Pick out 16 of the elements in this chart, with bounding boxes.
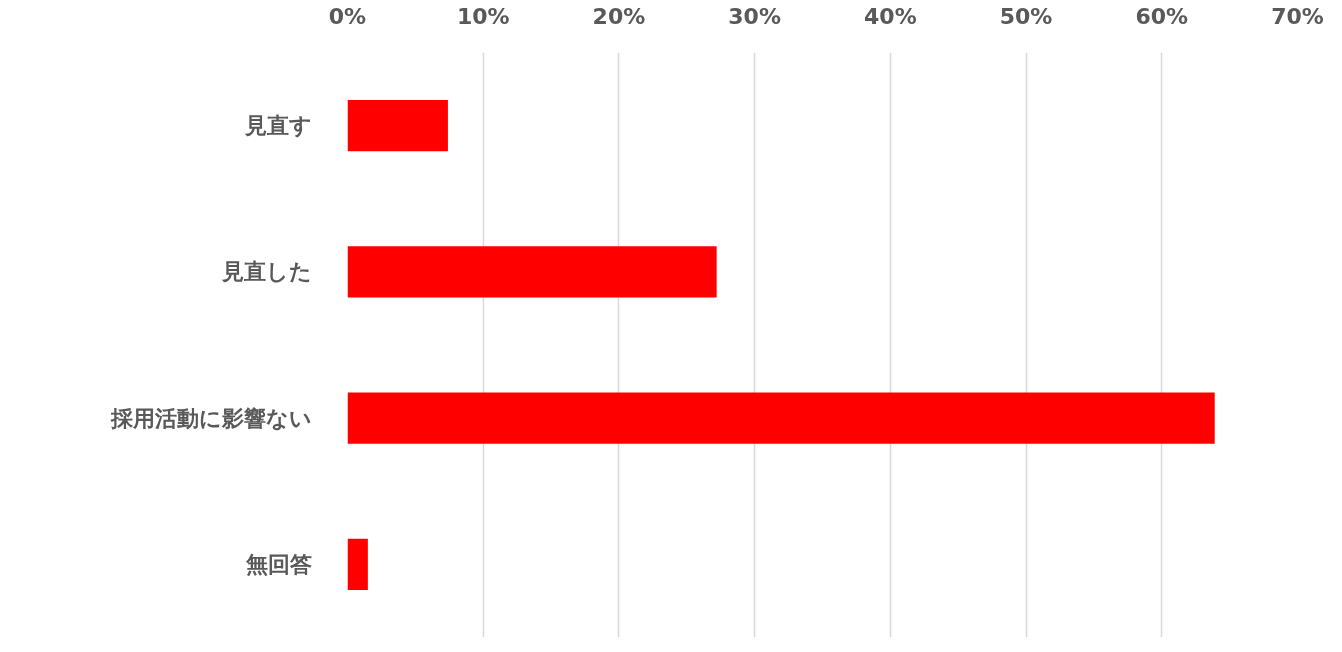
bar (347, 100, 448, 152)
y-tick-label: 無回答 (244, 551, 312, 577)
x-tick-label: 20% (592, 3, 646, 29)
bar (347, 246, 717, 298)
x-tick-label: 40% (864, 3, 917, 29)
x-tick-label: 70% (1271, 3, 1324, 29)
x-tick-label: 0% (328, 3, 367, 29)
x-tick-label: 60% (1135, 3, 1189, 29)
x-tick-label: 10% (456, 3, 510, 29)
y-tick-label: 見直す (243, 113, 312, 139)
x-tick-label: 50% (999, 3, 1053, 29)
bar (347, 392, 1215, 444)
x-tick-label: 30% (728, 3, 781, 29)
y-tick-label: 採用活動に影響ない (109, 405, 312, 431)
bar (347, 538, 368, 590)
y-tick-label: 見直した (220, 259, 312, 285)
